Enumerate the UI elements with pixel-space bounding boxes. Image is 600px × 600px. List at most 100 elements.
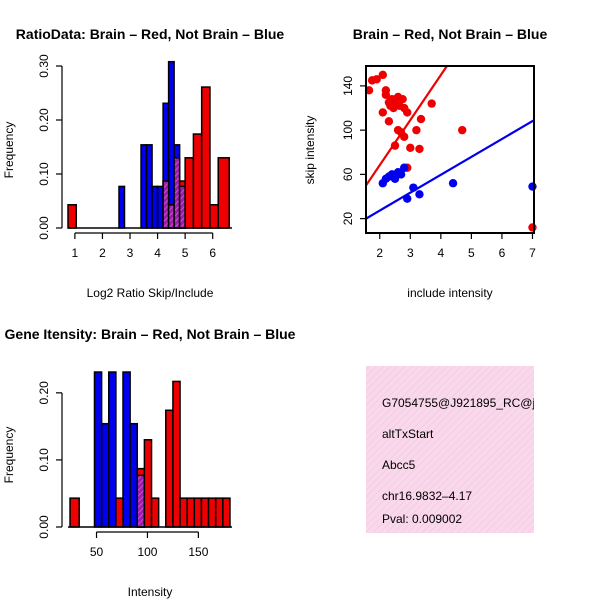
intensity-histogram-bar-brain xyxy=(172,380,181,528)
info-probe-id: G7054755@J921895_RC@j_at xyxy=(382,396,552,410)
ratio-histogram-x-tick-label: 5 xyxy=(182,246,189,260)
scatter-point-not-brain xyxy=(448,179,458,188)
ratio-histogram-bar-overlap xyxy=(167,204,175,229)
ratio-histogram-bar-brain xyxy=(209,204,219,229)
scatter-point-brain xyxy=(398,94,407,104)
scatter-ylabel: skip intensity xyxy=(303,116,317,185)
intensity-histogram-bar-not-brain xyxy=(100,422,110,528)
intensity-histogram-bar-brain xyxy=(165,409,174,528)
intensity-histogram-xlabel: Intensity xyxy=(128,585,173,599)
scatter-fit-line-brain xyxy=(366,66,448,187)
intensity-histogram-x-tick-label: 100 xyxy=(137,545,157,559)
ratio-histogram-bar-overlap xyxy=(173,157,181,229)
scatter-point-brain xyxy=(406,143,415,153)
ratio-histogram-bar-brain xyxy=(217,157,230,229)
intensity-histogram-bar-not-brain xyxy=(129,422,139,528)
ratio-histogram-x-tick-label: 2 xyxy=(99,246,106,260)
intensity-histogram-bar-brain xyxy=(143,439,153,528)
intensity-histogram-y-tick-label: 0.10 xyxy=(37,448,51,472)
scatter-x-tick-label: 2 xyxy=(376,246,383,260)
scatter-point-brain xyxy=(412,125,421,135)
ratio-histogram-x-tick-label: 3 xyxy=(127,246,134,260)
scatter-y-tick-label: 140 xyxy=(341,76,355,96)
scatter-point-brain xyxy=(528,223,537,232)
intensity-histogram-bar-overlap xyxy=(136,474,146,528)
scatter-x-tick-label: 3 xyxy=(407,246,414,260)
scatter-point-brain xyxy=(415,144,424,154)
scatter-point-brain xyxy=(403,108,412,117)
ratio-histogram-y-tick-label: 0.10 xyxy=(37,162,51,186)
intensity-histogram-bar-brain xyxy=(179,497,188,528)
intensity-histogram-bar-not-brain xyxy=(122,371,131,528)
ratio-histogram-bar-not-brain xyxy=(118,185,126,229)
info-box-background xyxy=(366,366,534,533)
scatter-y-tick-label: 60 xyxy=(341,167,355,181)
intensity-histogram-title: Gene Itensity: Brain – Red, Not Brain – … xyxy=(5,326,296,342)
scatter-point-not-brain xyxy=(415,190,424,199)
info-gene: Abcc5 xyxy=(382,458,416,472)
scatter-point-not-brain xyxy=(409,183,418,192)
intensity-histogram-bar-brain xyxy=(150,497,160,528)
scatter-fit-line-not-brain xyxy=(366,119,534,220)
scatter-point-brain xyxy=(416,114,426,124)
intensity-histogram-y-tick-label: 0.00 xyxy=(37,515,51,539)
scatter-point-brain xyxy=(378,70,387,80)
ratio-histogram-bar-brain xyxy=(67,204,78,229)
ratio-histogram-y-tick-label: 0.00 xyxy=(37,216,51,240)
info-pval: Pval: 0.009002 xyxy=(382,512,462,526)
ratio-histogram-panel: RatioData: Brain – Red, Not Brain – Blue… xyxy=(2,26,284,300)
ratio-histogram-ylabel: Frequency xyxy=(2,122,16,179)
ratio-histogram-x-tick-label: 4 xyxy=(154,246,161,260)
scatter-point-not-brain xyxy=(390,174,400,184)
scatter-point-brain xyxy=(427,99,436,108)
ratio-histogram-bar-overlap xyxy=(162,180,170,229)
intensity-histogram-panel: Gene Itensity: Brain – Red, Not Brain – … xyxy=(2,326,296,599)
ratio-histogram-title: RatioData: Brain – Red, Not Brain – Blue xyxy=(16,26,285,42)
intensity-histogram-bar-brain xyxy=(193,497,203,528)
intensity-histogram-bar-brain xyxy=(186,497,196,528)
intensity-histogram-bar-brain xyxy=(115,497,124,528)
intensity-histogram-x-tick-label: 150 xyxy=(188,545,208,559)
intensity-histogram-x-tick-label: 50 xyxy=(90,545,104,559)
ratio-histogram-x-tick-label: 6 xyxy=(209,246,216,260)
ratio-histogram-bar-not-brain xyxy=(151,185,159,229)
scatter-point-brain xyxy=(384,117,394,126)
scatter-point-brain xyxy=(458,125,467,135)
scatter-point-not-brain xyxy=(396,170,406,179)
ratio-histogram-bar-not-brain xyxy=(145,144,153,229)
intensity-histogram-bar-brain xyxy=(207,497,217,528)
ratio-histogram-bar-brain xyxy=(192,133,203,229)
ratio-histogram-bar-brain xyxy=(184,157,195,229)
intensity-histogram-ylabel: Frequency xyxy=(2,427,16,484)
scatter-x-tick-label: 7 xyxy=(529,246,536,260)
info-event-type: altTxStart xyxy=(382,427,434,441)
scatter-point-not-brain xyxy=(528,182,537,191)
scatter-point-not-brain xyxy=(399,163,409,172)
scatter-point-brain xyxy=(378,108,387,117)
intensity-histogram-bar-not-brain xyxy=(93,371,103,528)
ratio-histogram-bar-brain xyxy=(200,86,211,229)
scatter-xlabel: include intensity xyxy=(407,286,492,300)
ratio-histogram-y-tick-label: 0.30 xyxy=(37,54,51,78)
scatter-y-tick-label: 20 xyxy=(341,212,355,226)
intensity-histogram-y-tick-label: 0.20 xyxy=(37,381,51,405)
intensity-scatter-panel: Brain – Red, Not Brain – Blue 2 3 4 5 6 7 20 6… xyxy=(303,26,547,300)
intensity-histogram-bar-brain xyxy=(214,497,224,528)
scatter-x-tick-label: 5 xyxy=(468,246,475,260)
scatter-point-brain xyxy=(372,75,381,84)
ratio-histogram-x-tick-label: 1 xyxy=(72,246,79,260)
scatter-point-brain xyxy=(390,141,400,150)
ratio-histogram-bar-not-brain xyxy=(140,144,148,229)
scatter-x-tick-label: 4 xyxy=(437,246,444,260)
scatter-point-not-brain xyxy=(403,194,412,203)
info-box: G7054755@J921895_RC@j_at altTxStart Abcc… xyxy=(366,366,552,533)
intensity-histogram-bar-not-brain xyxy=(107,371,117,528)
scatter-y-tick-label: 100 xyxy=(341,120,355,140)
ratio-histogram-bar-not-brain xyxy=(167,60,175,229)
ratio-histogram-bar-overlap xyxy=(178,185,186,229)
ratio-histogram-xlabel: Log2 Ratio Skip/Include xyxy=(87,286,214,300)
info-location: chr16.9832–4.17 xyxy=(382,489,472,503)
scatter-point-brain xyxy=(399,132,409,141)
scatter-x-tick-label: 6 xyxy=(499,246,506,260)
